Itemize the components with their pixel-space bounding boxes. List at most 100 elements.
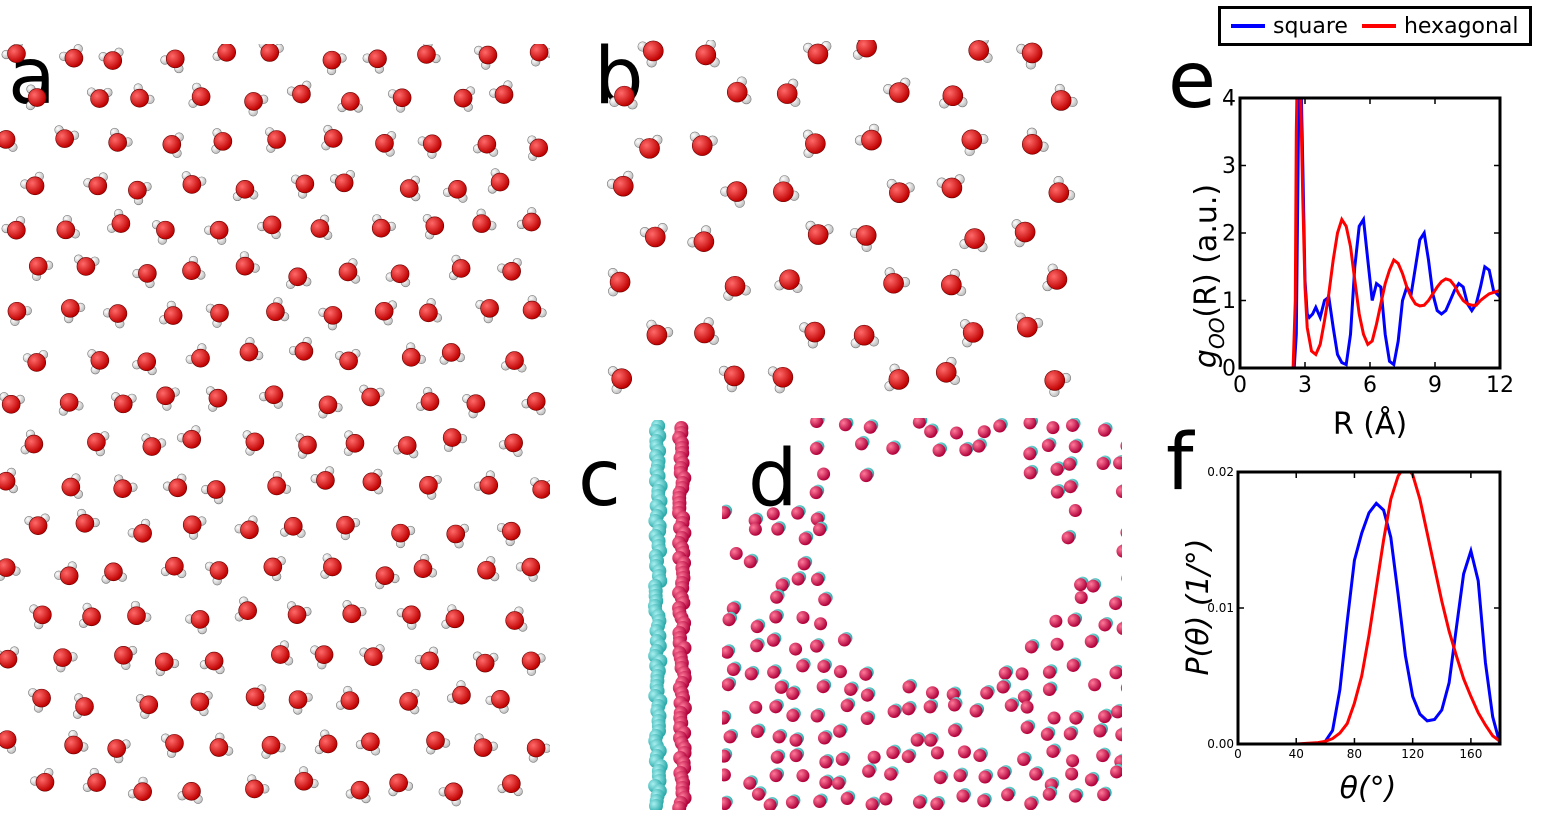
water-molecule xyxy=(259,385,284,409)
water-molecule xyxy=(29,604,52,630)
water-molecule xyxy=(718,365,745,393)
water-molecule xyxy=(209,732,234,757)
atom-crimson xyxy=(813,795,827,809)
atom-crimson xyxy=(1023,418,1037,430)
water-molecule xyxy=(799,321,826,349)
legend-label-hexagonal: hexagonal xyxy=(1403,13,1519,39)
water-molecule xyxy=(257,215,282,240)
atom-crimson xyxy=(744,667,758,681)
panel-label-f: f xyxy=(1166,418,1194,508)
atom-crimson xyxy=(996,680,1010,694)
atom-crimson xyxy=(1110,765,1122,779)
x-tick-label: 3 xyxy=(1298,373,1312,398)
chart-e-xlabel: R (Å) xyxy=(1333,406,1407,442)
atom-crimson xyxy=(977,794,991,808)
water-molecule xyxy=(160,733,184,758)
atom-crimson xyxy=(789,749,803,763)
atom-crimson xyxy=(1120,684,1122,692)
water-molecule xyxy=(726,76,752,105)
water-molecule xyxy=(345,780,371,804)
water-molecule xyxy=(884,363,910,392)
water-molecule xyxy=(162,132,184,158)
water-molecule xyxy=(56,215,80,240)
water-molecule xyxy=(336,685,360,710)
atom-crimson xyxy=(902,702,916,716)
atom-crimson xyxy=(1120,528,1122,537)
water-molecule xyxy=(74,254,100,276)
water-molecule xyxy=(1015,312,1044,338)
water-molecule xyxy=(385,264,411,288)
atom-crimson xyxy=(1084,773,1098,787)
water-molecule xyxy=(107,739,131,764)
water-molecule xyxy=(53,648,78,673)
water-molecule xyxy=(201,480,226,505)
atom-crimson xyxy=(818,593,832,607)
water-molecule xyxy=(0,558,21,581)
atom-crimson xyxy=(798,532,812,546)
water-molecule xyxy=(58,393,84,416)
water-molecule xyxy=(497,774,523,797)
water-molecule xyxy=(695,40,720,68)
atom-crimson xyxy=(956,789,970,803)
water-molecule xyxy=(401,342,426,367)
water-molecule xyxy=(176,425,202,449)
x-tick-label: 0 xyxy=(1233,373,1247,398)
water-molecule xyxy=(419,475,442,500)
water-molecule xyxy=(234,596,257,622)
water-molecule xyxy=(473,470,499,495)
x-tick-label: 120 xyxy=(1401,747,1424,761)
water-molecule xyxy=(7,301,32,327)
water-molecule xyxy=(387,88,412,113)
atom-crimson xyxy=(1066,754,1080,768)
atom-crimson xyxy=(1109,597,1122,611)
y-tick-label: 2 xyxy=(1222,222,1236,247)
water-molecule xyxy=(335,348,361,371)
atom-crimson xyxy=(1029,767,1043,781)
atom-crimson xyxy=(1116,622,1122,635)
water-molecule xyxy=(1,216,26,240)
water-molecule xyxy=(232,180,259,202)
water-molecule xyxy=(337,92,364,113)
water-molecule xyxy=(687,225,715,252)
water-molecule xyxy=(342,599,367,624)
atom-crimson xyxy=(770,590,784,604)
atom-crimson xyxy=(763,798,777,810)
atom-crimson xyxy=(722,711,730,725)
water-molecule xyxy=(204,220,229,245)
water-molecule xyxy=(446,523,470,549)
atom-crimson xyxy=(785,795,799,809)
atom-crimson xyxy=(840,792,854,806)
atom-crimson xyxy=(1020,700,1034,714)
water-molecule xyxy=(135,694,159,719)
panel-label-e: e xyxy=(1168,36,1216,126)
water-molecule xyxy=(86,87,113,108)
atom-crimson xyxy=(774,680,788,694)
water-molecule xyxy=(24,513,50,535)
atom-crimson xyxy=(813,523,827,537)
y-tick-label: 0.01 xyxy=(1207,601,1234,615)
water-molecule xyxy=(310,645,334,670)
atom-crimson xyxy=(886,441,900,455)
water-molecule xyxy=(242,430,265,456)
water-molecule xyxy=(127,518,152,543)
atom-crimson xyxy=(1069,711,1083,725)
atom-crimson xyxy=(1098,710,1112,724)
atom-crimson xyxy=(860,712,874,726)
atom-crimson xyxy=(816,680,830,694)
water-molecule xyxy=(87,431,110,457)
water-molecule xyxy=(448,254,471,281)
y-tick-label: 3 xyxy=(1222,154,1236,179)
atom-crimson xyxy=(1004,698,1018,712)
water-molecule xyxy=(318,306,343,331)
water-molecule xyxy=(417,44,441,64)
water-molecule xyxy=(285,267,312,289)
atom-crimson xyxy=(973,749,987,763)
water-molecule xyxy=(261,735,286,759)
atom-crimson xyxy=(723,730,737,744)
atom-crimson xyxy=(1042,665,1056,679)
water-molecule xyxy=(489,80,514,104)
atom-crimson xyxy=(1115,484,1122,498)
atom-crimson xyxy=(998,666,1012,680)
atom-crimson xyxy=(980,686,994,700)
water-molecule xyxy=(501,351,527,373)
